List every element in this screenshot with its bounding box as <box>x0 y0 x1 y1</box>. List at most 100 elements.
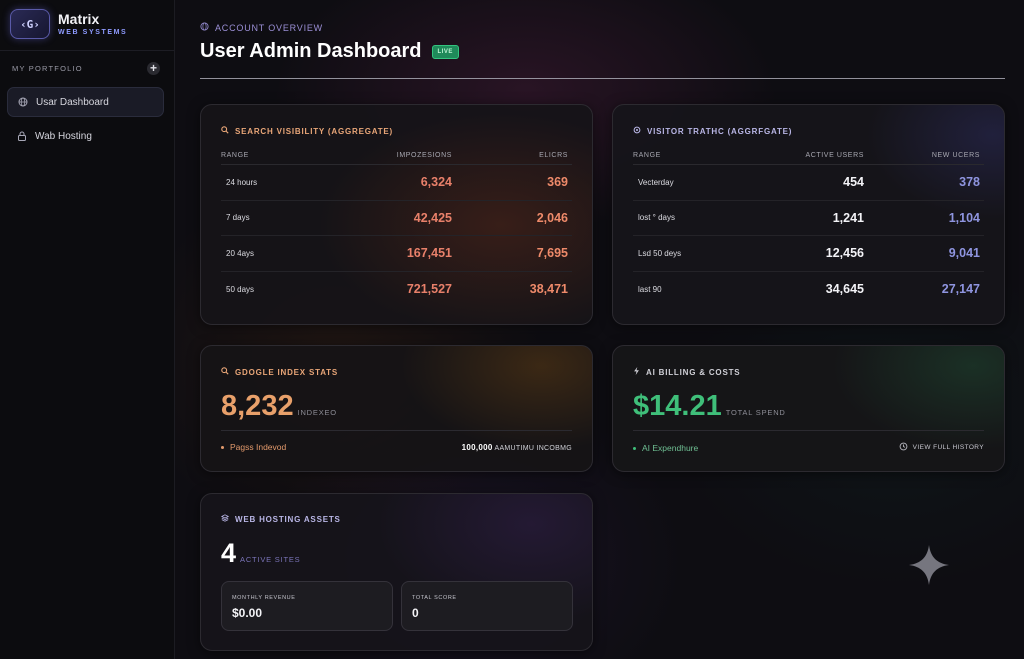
active-users-cell: 454 <box>843 175 864 190</box>
range-cell: lost ° days <box>638 213 675 223</box>
live-badge: LIVE <box>431 44 459 59</box>
total-score-label: TOTAL SCORE <box>412 595 457 601</box>
search-table: RANGE IMPOZESIONS ELICRS 24 hours 6,324 … <box>221 147 572 307</box>
indexed-count: 8,232 <box>221 390 294 422</box>
new-users-cell: 378 <box>959 175 980 190</box>
sidebar-item-label: Usar Dashboard <box>36 96 109 108</box>
user-icon <box>633 126 641 136</box>
impressions-cell: 42,425 <box>413 210 452 225</box>
brand-logo-icon: ‹G› <box>10 9 50 39</box>
total-spend-unit: TOTAL SPEND <box>725 408 786 417</box>
table-row: 20 4ays 167,451 7,695 <box>221 236 572 272</box>
maximum-label: AAMUTIMU INCOBMG <box>494 444 572 452</box>
portfolio-label: MY PORTFOLIO <box>12 63 83 73</box>
card-title-text: SEARCH VISIBILITY (AGGREGATE) <box>235 126 394 136</box>
brand-subtitle: WEB SYSTEMS <box>58 29 128 36</box>
range-cell: 20 4ays <box>226 248 255 258</box>
dot-icon <box>633 446 636 450</box>
table-row: 24 hours 6,324 369 <box>221 165 572 201</box>
globe-icon <box>18 97 28 107</box>
add-portfolio-button[interactable]: + <box>147 61 160 75</box>
sidebar: ‹G› Matrix WEB SYSTEMS MY PORTFOLIO + Us… <box>0 0 175 659</box>
indexed-stat: 8,232 INDEXEO <box>221 390 337 423</box>
visitor-traffic-card: VISITOR TRATHC (AGGRFGATE) RANGE ACTIVE … <box>612 104 1005 325</box>
range-cell: 24 hours <box>226 177 258 187</box>
search-icon <box>221 367 229 377</box>
clicks-cell: 38,471 <box>529 282 568 297</box>
table-header: RANGE IMPOZESIONS ELICRS <box>221 147 572 165</box>
view-history-label: VIEW FULL HISTORY <box>912 444 984 451</box>
brand-text: Matrix WEB SYSTEMS <box>58 11 128 37</box>
monthly-revenue-label: MONTHLY REVENUE <box>232 595 296 601</box>
view-history-button[interactable]: VIEW FULL HISTORY <box>899 442 984 453</box>
active-users-cell: 1,241 <box>832 210 864 225</box>
total-score-box: TOTAL SCORE 0 <box>401 581 573 631</box>
monthly-revenue-box: MONTHLY REVENUE $0.00 <box>221 581 393 631</box>
table-row: 50 days 721,527 38,471 <box>221 272 572 308</box>
active-sites-stat: 4 ACTIVE SITES <box>221 538 300 569</box>
dot-icon <box>221 446 224 450</box>
history-icon <box>899 442 908 453</box>
search-visibility-card: SEARCH VISIBILITY (AGGREGATE) RANGE IMPO… <box>200 104 593 325</box>
total-score-value: 0 <box>412 606 419 620</box>
sparkle-icon <box>909 545 949 585</box>
spend-stat: $14.21 TOTAL SPEND <box>633 390 786 423</box>
range-cell: 7 days <box>226 213 250 223</box>
sidebar-divider <box>0 50 174 51</box>
breadcrumb: ACCOUNT OVERVIEW <box>200 22 323 33</box>
range-cell: 50 days <box>226 284 255 294</box>
sidebar-item-dashboard[interactable]: Usar Dashboard <box>7 87 164 117</box>
divider <box>633 430 984 431</box>
card-title: GDOGLE INDEX STATS <box>221 367 338 377</box>
brand-name: Matrix <box>58 11 100 27</box>
monthly-revenue-value: $0.00 <box>232 606 263 620</box>
active-sites-unit: ACTIVE SITES <box>240 555 301 564</box>
card-title: WEB HOSTING ASSETS <box>220 514 341 524</box>
brand[interactable]: ‹G› Matrix WEB SYSTEMS <box>0 0 174 48</box>
table-row: 7 days 42,425 2,046 <box>221 201 572 236</box>
title-divider <box>200 78 1005 79</box>
card-title-text: AI BILLING & COSTS <box>646 367 741 377</box>
new-users-cell: 9,041 <box>948 246 980 261</box>
range-cell: last 90 <box>638 284 662 294</box>
ai-expenditure-text: AI Expendhure <box>642 442 699 453</box>
sidebar-item-label: Wab Hosting <box>35 130 92 142</box>
breadcrumb-label: ACCOUNT OVERVIEW <box>215 22 323 33</box>
table-header: RANGE ACTIVE USERS NEW UCERS <box>633 147 984 165</box>
table-row: lost ° days 1,241 1,104 <box>633 201 984 236</box>
column-header: RANGE <box>633 152 661 159</box>
clicks-cell: 7,695 <box>536 246 568 261</box>
portfolio-header: MY PORTFOLIO + <box>0 51 174 85</box>
pages-indexed-label: Pagss Indevod <box>221 442 286 452</box>
sidebar-item-hosting[interactable]: Wab Hosting <box>7 121 164 151</box>
column-header: IMPOZESIONS <box>396 152 452 159</box>
page-title: User Admin Dashboard LIVE <box>200 40 459 63</box>
ai-expenditure-label: AI Expendhure <box>633 443 698 453</box>
clicks-cell: 2,046 <box>536 210 568 225</box>
range-cell: Lsd 50 deys <box>638 248 682 258</box>
clicks-cell: 369 <box>547 175 568 190</box>
server-icon <box>220 514 230 524</box>
card-title: AI BILLING & COSTS <box>633 367 740 377</box>
bolt-icon <box>633 367 640 377</box>
pages-indexed-text: Pagss Indevod <box>230 442 287 452</box>
new-users-cell: 27,147 <box>941 282 980 297</box>
active-sites-count: 4 <box>221 538 237 568</box>
traffic-table: RANGE ACTIVE USERS NEW UCERS Vecterday 4… <box>633 147 984 307</box>
maximum-incoming: 100,000 AAMUTIMU INCOBMG <box>462 443 572 452</box>
impressions-cell: 721,527 <box>406 282 452 297</box>
card-title: VISITOR TRATHC (AGGRFGATE) <box>633 126 792 136</box>
table-row: Vecterday 454 378 <box>633 165 984 201</box>
table-row: Lsd 50 deys 12,456 9,041 <box>633 236 984 272</box>
column-header: ACTIVE USERS <box>805 152 864 159</box>
maximum-value: 100,000 <box>461 442 493 452</box>
column-header: NEW UCERS <box>931 152 980 159</box>
stat-footer: AI Expendhure VIEW FULL HISTORY <box>633 442 984 453</box>
globe-icon <box>200 22 209 33</box>
column-header: ELICRS <box>539 152 568 159</box>
search-icon <box>221 126 229 136</box>
google-index-card: GDOGLE INDEX STATS 8,232 INDEXEO Pagss I… <box>200 345 593 472</box>
active-users-cell: 12,456 <box>825 246 864 261</box>
ai-billing-card: AI BILLING & COSTS $14.21 TOTAL SPEND AI… <box>612 345 1005 472</box>
card-title-text: WEB HOSTING ASSETS <box>235 514 341 524</box>
